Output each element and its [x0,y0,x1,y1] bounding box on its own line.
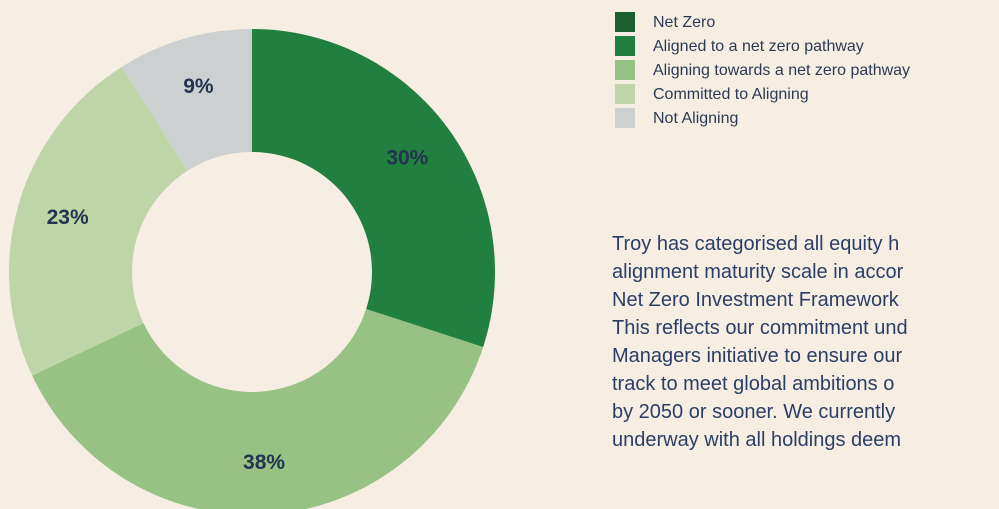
text-line: Net Zero Investment Framework [612,289,899,311]
text-line: by 2050 or sooner. We currently [612,401,896,423]
slice-label: 30% [386,147,428,170]
slice [9,66,188,376]
legend-swatch [615,84,635,104]
legend-swatch [615,60,635,80]
slice [121,29,252,171]
text-line: underway with all holdings deem [612,429,902,451]
description: Troy has categorised all equity h alignme… [612,230,999,454]
legend-label: Committed to Aligning [653,86,809,103]
legend-label: Net Zero [653,14,715,31]
text-line: track to meet global ambitions o [612,373,895,395]
legend-swatch [615,12,635,32]
legend-swatch [615,36,635,56]
text-line: Managers initiative to ensure our [612,345,903,367]
slice [32,309,484,509]
text-line: alignment maturity scale in accor [612,261,904,283]
legend-label: Aligned to a net zero pathway [653,38,864,55]
legend-label: Aligning towards a net zero pathway [653,62,910,79]
slice [252,29,495,348]
legend-label: Not Aligning [653,110,738,127]
text-line: This reflects our commitment und [612,317,908,339]
legend-swatch [615,108,635,128]
slice-label: 9% [183,75,214,98]
text-line: Troy has categorised all equity h [612,233,900,255]
slice-label: 38% [243,451,285,474]
slice-label: 23% [47,206,89,229]
